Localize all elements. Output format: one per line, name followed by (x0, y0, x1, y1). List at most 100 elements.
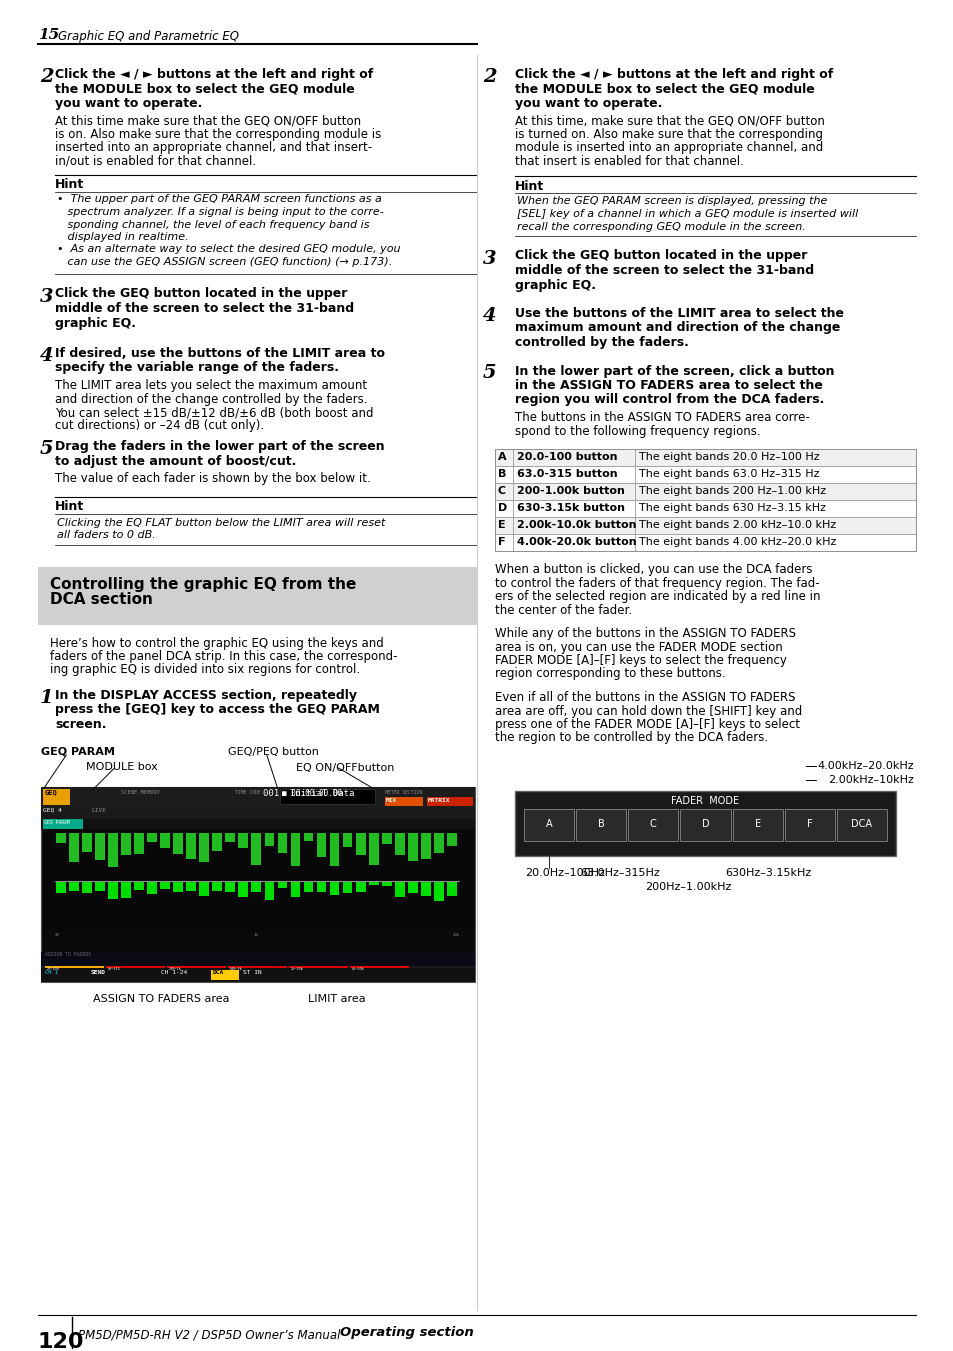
Text: 63.0Hz–315Hz: 63.0Hz–315Hz (579, 867, 659, 878)
Bar (679, 809, 730, 842)
Bar (121, 881, 131, 897)
Bar (147, 832, 157, 842)
Bar (41, 967, 475, 981)
Text: F: F (806, 819, 812, 830)
Text: C: C (649, 819, 656, 830)
Bar (160, 881, 170, 889)
Bar (167, 966, 226, 978)
Bar (160, 832, 170, 847)
Bar (369, 881, 378, 885)
Bar (95, 832, 105, 859)
Text: maximum amount and direction of the change: maximum amount and direction of the chan… (515, 322, 840, 335)
Bar (106, 966, 165, 978)
Text: GEQ/PEQ button: GEQ/PEQ button (228, 747, 318, 757)
Bar (447, 832, 456, 846)
Bar (186, 881, 196, 890)
Text: the region to be controlled by the DCA faders.: the region to be controlled by the DCA f… (495, 731, 767, 744)
Text: The LIMIT area lets you select the maximum amount: The LIMIT area lets you select the maxim… (55, 380, 367, 392)
Text: press one of the FADER MODE [A]–[F] keys to select: press one of the FADER MODE [A]–[F] keys… (495, 717, 800, 731)
Text: LIMIT area: LIMIT area (308, 993, 365, 1004)
Bar (447, 881, 456, 896)
Bar (82, 881, 91, 893)
Bar (186, 832, 196, 858)
Bar (420, 832, 430, 858)
Bar (385, 797, 422, 805)
Text: the MODULE box to select the GEQ module: the MODULE box to select the GEQ module (515, 82, 814, 96)
Bar (264, 881, 274, 900)
Text: sponding channel, the level of each frequency band is: sponding channel, the level of each freq… (57, 219, 369, 230)
Bar (420, 881, 430, 896)
Text: module is inserted into an appropriate channel, and: module is inserted into an appropriate c… (515, 142, 822, 154)
Text: •  The upper part of the GEQ PARAM screen functions as a: • The upper part of the GEQ PARAM screen… (57, 195, 381, 204)
Bar (369, 832, 378, 865)
Bar (330, 832, 339, 866)
Text: displayed in realtime.: displayed in realtime. (57, 232, 189, 242)
Text: •  As an alternate way to select the desired GEQ module, you: • As an alternate way to select the desi… (57, 245, 400, 254)
Text: middle of the screen to select the 31-band: middle of the screen to select the 31-ba… (515, 263, 813, 277)
Text: 3: 3 (40, 288, 53, 305)
Text: area are off, you can hold down the [SHIFT] key and: area are off, you can hold down the [SHI… (495, 704, 801, 717)
Text: 120: 120 (38, 1332, 85, 1351)
Bar (628, 809, 678, 842)
Bar (41, 807, 475, 819)
Text: spectrum analyzer. If a signal is being input to the corre-: spectrum analyzer. If a signal is being … (57, 207, 383, 218)
Bar (303, 832, 313, 840)
Text: is on. Also make sure that the corresponding module is: is on. Also make sure that the correspon… (55, 128, 381, 141)
Text: spond to the following frequency regions.: spond to the following frequency regions… (515, 424, 760, 438)
Text: region you will control from the DCA faders.: region you will control from the DCA fad… (515, 393, 823, 407)
Text: 20.0Hz–100Hz: 20.0Hz–100Hz (524, 867, 604, 878)
Bar (289, 966, 348, 978)
Bar (264, 832, 274, 846)
Text: The value of each fader is shown by the box below it.: The value of each fader is shown by the … (55, 471, 371, 485)
Bar (291, 881, 300, 897)
Bar (199, 832, 209, 862)
Bar (291, 832, 300, 866)
Text: 2: 2 (40, 68, 53, 86)
Text: GEQ 4: GEQ 4 (43, 808, 62, 812)
Bar (56, 832, 66, 843)
Text: 1: 1 (40, 689, 53, 707)
Text: The eight bands 63.0 Hz–315 Hz: The eight bands 63.0 Hz–315 Hz (639, 469, 819, 480)
Bar (147, 881, 157, 893)
Text: MIX: MIX (386, 797, 396, 802)
Text: TIME CODE: TIME CODE (234, 789, 260, 794)
Bar (408, 881, 417, 893)
Text: In the lower part of the screen, click a button: In the lower part of the screen, click a… (515, 365, 834, 377)
Text: inserted into an appropriate channel, and that insert-: inserted into an appropriate channel, an… (55, 142, 372, 154)
Bar (381, 881, 391, 885)
Text: you want to operate.: you want to operate. (515, 97, 661, 109)
Text: D: D (700, 819, 708, 830)
Text: The eight bands 20.0 Hz–100 Hz: The eight bands 20.0 Hz–100 Hz (639, 453, 819, 462)
Text: 4k~20k: 4k~20k (352, 966, 364, 970)
Bar (395, 832, 404, 854)
Text: GEQ PARAM: GEQ PARAM (41, 747, 114, 757)
Text: CH 1-24: CH 1-24 (161, 970, 187, 974)
Text: B: B (497, 469, 506, 480)
Text: The eight bands 200 Hz–1.00 kHz: The eight bands 200 Hz–1.00 kHz (639, 486, 825, 496)
Bar (69, 832, 79, 862)
Text: 2.00kHz–10kHz: 2.00kHz–10kHz (827, 775, 913, 785)
Text: cut directions) or –24 dB (cut only).: cut directions) or –24 dB (cut only). (55, 420, 264, 432)
Text: 2k~10k: 2k~10k (291, 966, 303, 970)
Text: Hint: Hint (55, 500, 84, 513)
Text: can use the GEQ ASSIGN screen (GEQ function) (→ p.173).: can use the GEQ ASSIGN screen (GEQ funct… (57, 257, 392, 267)
Text: SEND: SEND (91, 970, 106, 974)
Bar (252, 832, 261, 865)
Text: faders of the panel DCA strip. In this case, the correspond-: faders of the panel DCA strip. In this c… (50, 650, 397, 663)
Text: 630~3k: 630~3k (230, 966, 242, 970)
Text: Hint: Hint (515, 180, 543, 192)
Bar (395, 881, 404, 897)
Text: is turned on. Also make sure that the corresponding: is turned on. Also make sure that the co… (515, 128, 822, 141)
Text: specify the variable range of the faders.: specify the variable range of the faders… (55, 362, 338, 374)
Text: controlled by the faders.: controlled by the faders. (515, 336, 688, 349)
Bar (41, 951, 475, 966)
Text: in the ASSIGN TO FADERS area to select the: in the ASSIGN TO FADERS area to select t… (515, 380, 822, 392)
Bar (228, 966, 287, 978)
Text: CH 1: CH 1 (45, 970, 58, 974)
Text: 4: 4 (482, 307, 497, 326)
Bar (134, 881, 144, 889)
Text: 200~1k: 200~1k (169, 966, 182, 970)
Text: F: F (497, 536, 505, 547)
Text: 5: 5 (482, 365, 497, 382)
Bar (350, 966, 409, 978)
